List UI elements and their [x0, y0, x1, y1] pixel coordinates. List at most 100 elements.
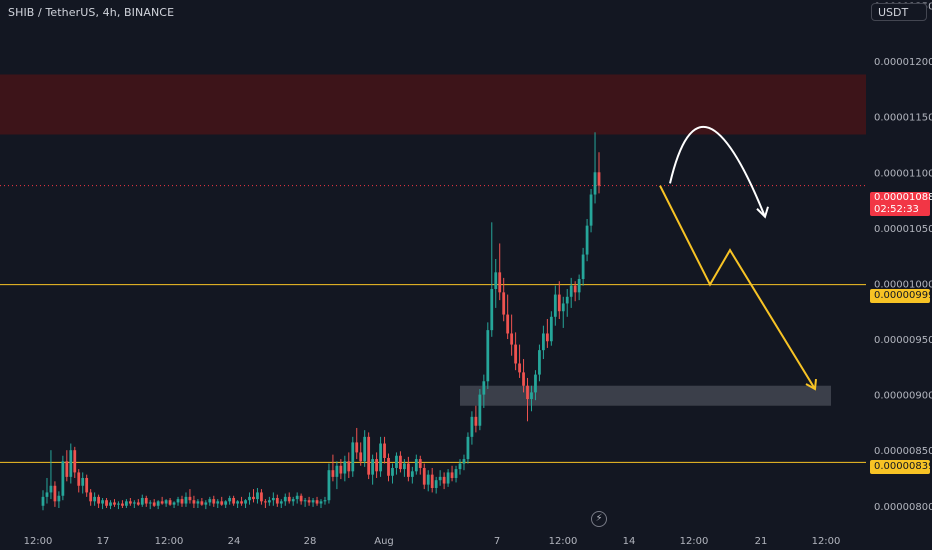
candle — [53, 481, 57, 507]
candle — [279, 499, 283, 508]
candle — [410, 466, 414, 484]
candle — [160, 496, 164, 505]
price-tick-label: 0.00001000 — [874, 279, 932, 290]
candle-body — [204, 502, 208, 505]
candle-body — [73, 450, 77, 473]
candle — [347, 452, 351, 478]
candle — [446, 469, 450, 487]
candle-body — [188, 496, 192, 501]
candle — [97, 494, 100, 508]
candle — [367, 432, 371, 480]
time-tick-label: 14 — [623, 536, 636, 547]
candle — [267, 496, 271, 506]
candle-body — [125, 501, 128, 506]
time-axis[interactable]: 12:00 17 12:00 24 28 Aug 7 12:00 14 12:00 21 12:00 — [24, 536, 841, 547]
candle — [184, 492, 188, 507]
time-tick-label: 24 — [228, 536, 241, 547]
candle-body — [577, 279, 581, 293]
candle — [478, 389, 482, 431]
candle — [180, 495, 184, 507]
candle-body — [279, 501, 283, 504]
candle-body — [240, 501, 243, 504]
time-tick-label: 17 — [97, 536, 110, 547]
candle-body — [383, 443, 386, 458]
candle-body — [53, 485, 57, 502]
candle-body — [410, 471, 414, 477]
candle-body — [196, 501, 200, 504]
candle — [315, 496, 319, 506]
candle — [494, 258, 498, 308]
candle — [565, 289, 569, 317]
candle-body — [498, 272, 502, 293]
candle — [414, 454, 418, 475]
candle-body — [121, 503, 124, 506]
candle-body — [168, 500, 172, 505]
zones-layer — [0, 74, 866, 406]
candle-body — [128, 501, 132, 504]
candle-body — [585, 225, 589, 255]
candle-body — [252, 496, 255, 500]
candle-body — [140, 497, 144, 505]
candle-body — [391, 467, 394, 476]
levels-layer — [0, 185, 866, 463]
candle-body — [502, 292, 506, 315]
candle — [387, 453, 390, 482]
candle-body — [152, 502, 156, 506]
candle-body — [379, 443, 382, 472]
candle — [327, 463, 331, 504]
candle — [200, 497, 204, 506]
level-badge-999: 0.00000999 — [870, 289, 932, 303]
candle-body — [65, 461, 69, 477]
yellow-arrowhead — [805, 378, 817, 391]
price-axis[interactable]: 0.00000800 0.00000850 0.00000900 0.00000950… — [874, 2, 932, 513]
time-tick-label: 12:00 — [155, 536, 184, 547]
candle — [363, 430, 367, 467]
candle — [65, 450, 69, 482]
candle — [458, 459, 462, 475]
candle — [188, 489, 192, 504]
candle — [41, 490, 45, 511]
candle-body — [335, 465, 339, 477]
candle — [256, 487, 259, 504]
candle-body — [553, 294, 557, 317]
candle-body — [430, 474, 434, 488]
candle-body — [569, 285, 573, 297]
candle — [585, 218, 589, 262]
candle — [232, 495, 236, 506]
price-tick-label: 0.00000900 — [874, 391, 932, 402]
candle — [105, 497, 108, 508]
candle — [287, 492, 291, 504]
candle-body — [593, 172, 597, 195]
candle — [359, 442, 363, 466]
candle — [303, 497, 307, 507]
candle-body — [291, 499, 295, 502]
candle — [462, 454, 466, 471]
candle — [474, 405, 478, 433]
candle — [426, 470, 430, 492]
lightning-icon[interactable]: ⚡ — [591, 511, 607, 527]
candle — [466, 432, 470, 464]
candle-body — [363, 436, 367, 462]
candle — [331, 454, 335, 482]
candle-body — [287, 496, 291, 502]
time-tick-label: 12:00 — [24, 536, 53, 547]
candle — [220, 496, 224, 506]
candle-body — [538, 350, 541, 375]
candle — [236, 500, 239, 508]
candle — [109, 500, 112, 510]
symbol-title[interactable]: SHIB / TetherUS, 4h, BINANCE — [8, 6, 175, 19]
candle — [482, 374, 486, 408]
candle-body — [136, 502, 140, 505]
currency-selector-button[interactable]: USDT — [871, 3, 927, 21]
scenario-paths-layer — [659, 125, 817, 391]
candle — [438, 470, 442, 486]
candle — [502, 277, 506, 322]
candle-body — [343, 461, 347, 474]
candle — [121, 500, 124, 508]
last-price-value: 0.00001088 — [874, 192, 932, 203]
candle-body — [224, 501, 228, 505]
candle-body — [557, 294, 561, 312]
candle-body — [93, 496, 97, 502]
candle — [271, 492, 275, 506]
